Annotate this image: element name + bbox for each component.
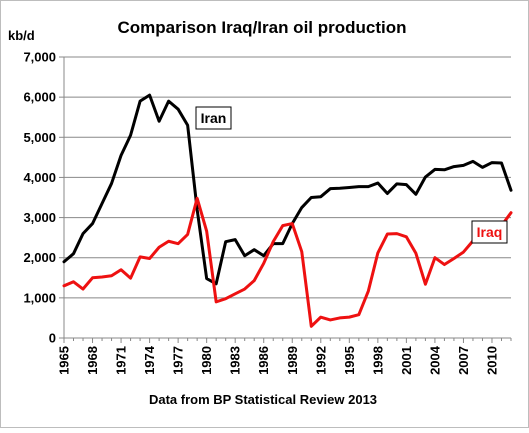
- x-tick-label: 1989: [285, 346, 300, 375]
- legend-iran-box: [195, 106, 232, 130]
- legend-iran-label: Iran: [201, 110, 227, 126]
- y-tick-label: 4,000: [23, 170, 56, 185]
- x-tick-label: 2007: [456, 346, 471, 375]
- x-tick-label: 1983: [228, 346, 243, 375]
- axes: [63, 57, 512, 343]
- y-tick-label: 7,000: [23, 50, 56, 65]
- x-tick-label: 1968: [85, 346, 100, 375]
- x-tick-label: 1965: [57, 346, 72, 375]
- x-tick-label: 1980: [199, 346, 214, 375]
- x-axis-source-label: Data from BP Statistical Review 2013: [149, 392, 377, 407]
- x-tick-label: 2010: [484, 346, 499, 375]
- legend-iraq-box: [471, 220, 508, 244]
- x-tick-label: 1995: [342, 346, 357, 375]
- x-tick-label: 2004: [427, 345, 442, 375]
- x-tick-label: 1986: [256, 346, 271, 375]
- series-line-iraq: [62, 196, 513, 328]
- chart-title: Comparison Iraq/Iran oil production: [117, 18, 406, 37]
- x-tick-label: 1971: [114, 346, 129, 375]
- y-tick-label: 6,000: [23, 90, 56, 105]
- y-tick-labels: 0 1,000 2,000 3,000 4,000 5,000 6,000 7,000: [23, 50, 56, 346]
- x-tick-label: 1998: [370, 346, 385, 375]
- x-tick-label: 1977: [171, 346, 186, 375]
- legend-iran: Iran: [195, 106, 232, 130]
- x-tick-label: 1992: [313, 346, 328, 375]
- y-tick-label: 2,000: [23, 250, 56, 265]
- legend-iraq-label: Iraq: [477, 224, 503, 240]
- y-tick-label: 0: [49, 331, 56, 346]
- y-tick-label: 3,000: [23, 210, 56, 225]
- y-tick-label: 5,000: [23, 130, 56, 145]
- legend-iraq: Iraq: [471, 220, 508, 244]
- y-tick-label: 1,000: [23, 290, 56, 305]
- x-tick-label: 2001: [399, 346, 414, 375]
- series-line-iran: [62, 93, 513, 286]
- y-axis-unit-label: kb/d: [8, 28, 35, 43]
- gridlines: [59, 56, 511, 339]
- series-lines: [62, 93, 513, 328]
- x-tick-labels: 1965 1968 1971 1974 1977 1980 1983 1986 1989 1992…: [57, 345, 500, 375]
- x-tick-label: 1974: [142, 345, 157, 375]
